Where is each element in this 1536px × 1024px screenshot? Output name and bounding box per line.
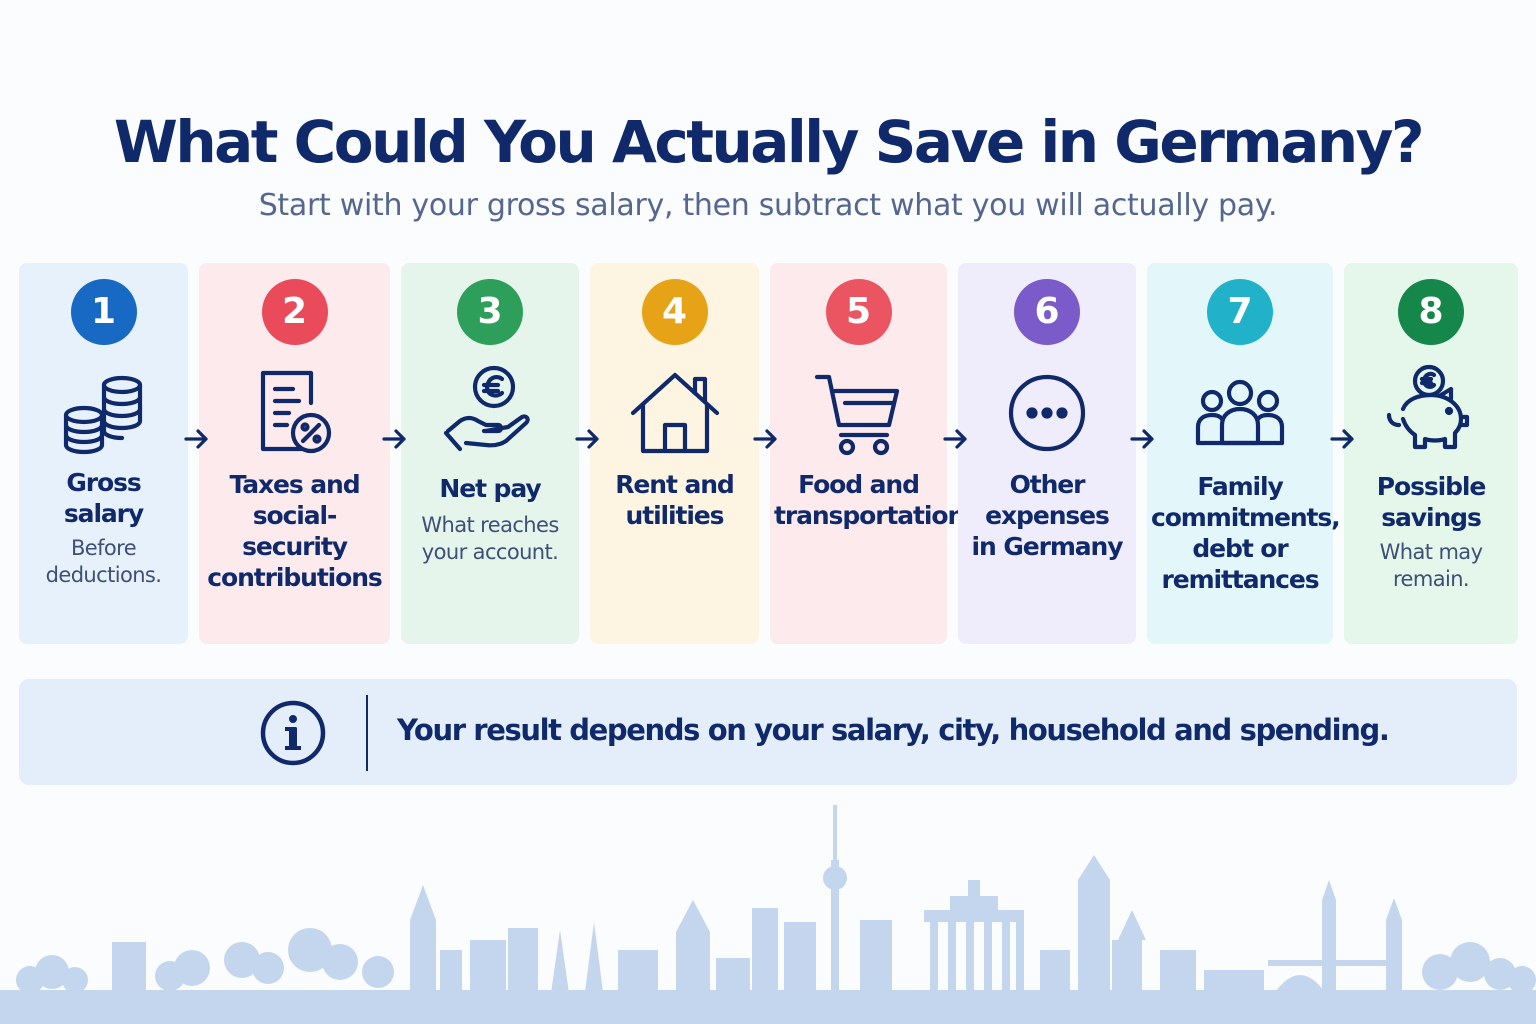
more-dots-icon (997, 363, 1097, 463)
step-description-line: your account. (421, 540, 559, 564)
step-number-badge: 5 (825, 279, 892, 345)
step-label: Gross salary (23, 467, 184, 529)
step-number-badge: 7 (1207, 279, 1273, 345)
step-number-badge: 4 (641, 279, 708, 345)
info-divider (366, 695, 368, 771)
step-description: Before deductions. (23, 535, 184, 589)
step-label-line: Net pay (439, 474, 541, 503)
step-description-line: Before (70, 536, 137, 560)
step-card-5: 5 Food and transportation (770, 263, 965, 644)
hand-euro-icon (440, 363, 540, 463)
step-description-line: What may (1379, 540, 1483, 564)
step-description-line: remain. (1392, 567, 1470, 591)
step-label-line: commitments, (1151, 503, 1341, 532)
step-label: Net pay (405, 473, 575, 504)
arrow-right-icon (573, 424, 603, 454)
step-label-line: utilities (625, 501, 725, 530)
shopping-cart-icon (809, 363, 909, 463)
step-label-line: social-security (242, 501, 348, 561)
step-number-badge: 2 (261, 279, 328, 345)
info-bar: Your result depends on your salary, city… (19, 679, 1517, 785)
step-label-line: Gross (66, 468, 141, 497)
step-number-badge: 6 (1014, 279, 1080, 345)
family-icon (1190, 363, 1290, 463)
page-title: What Could You Actually Save in Germany? (113, 108, 1425, 176)
house-icon (625, 363, 725, 463)
step-description: What may remain. (1348, 539, 1514, 593)
step-card-3: 3 Net pay What reaches your account. (401, 263, 579, 644)
step-number-badge: 8 (1398, 279, 1464, 345)
step-label-line: salary (63, 499, 144, 528)
coins-icon (54, 363, 154, 463)
info-text: Your result depends on your salary, city… (397, 713, 1390, 747)
step-label-line: Other (1009, 470, 1086, 499)
step-label-line: remittances (1161, 565, 1319, 594)
arrow-right-icon (1328, 424, 1358, 454)
step-label-line: savings (1381, 503, 1482, 532)
step-label: Possible savings (1348, 471, 1514, 533)
step-description-line: What reaches (421, 513, 559, 537)
step-label: Rent and utilities (594, 469, 755, 531)
step-label-line: Family (1197, 472, 1283, 501)
piggy-bank-icon (1381, 363, 1481, 463)
step-number-badge: 3 (457, 279, 523, 345)
step-label-line: Rent and (615, 470, 735, 499)
step-label: Family commitments, debt or remittances (1151, 471, 1341, 595)
step-label-line: transportation (774, 501, 965, 530)
arrow-right-icon (751, 424, 781, 454)
step-label-line: contributions (207, 563, 383, 592)
step-card-7: 7 Family commitments, debt or remittances (1147, 263, 1341, 644)
step-label-line: Possible (1376, 472, 1487, 501)
arrow-right-icon (941, 424, 971, 454)
tax-document-icon (245, 363, 345, 463)
city-skyline-illustration (0, 805, 1536, 1024)
arrow-right-icon (1128, 424, 1158, 454)
arrow-right-icon (182, 424, 212, 454)
step-label-line: Taxes and (229, 470, 360, 499)
step-description: What reaches your account. (405, 512, 575, 566)
step-label: Food and transportation (774, 469, 965, 531)
step-label: Other expenses in Germany (962, 469, 1132, 562)
step-label-line: in Germany (971, 532, 1124, 561)
step-card-6: 6 Other expenses in Germany (958, 263, 1136, 644)
step-description-line: deductions. (45, 563, 162, 587)
step-card-8: 8 Possible savings What may remain. (1344, 263, 1518, 644)
step-card-4: 4 Rent and utilities (590, 263, 759, 644)
info-icon (259, 699, 327, 767)
step-card-2: 2 Taxes and social-security contributions (199, 263, 390, 644)
step-card-1: 1 Gross salary Before deductions. (19, 263, 188, 644)
step-label-line: expenses (985, 501, 1110, 530)
step-label-line: Food and (798, 470, 920, 499)
arrow-right-icon (380, 424, 410, 454)
page-subtitle: Start with your gross salary, then subtr… (258, 188, 1278, 223)
step-label-line: debt or (1192, 534, 1288, 563)
step-number-badge: 1 (70, 279, 137, 345)
step-label: Taxes and social-security contributions (203, 469, 386, 593)
